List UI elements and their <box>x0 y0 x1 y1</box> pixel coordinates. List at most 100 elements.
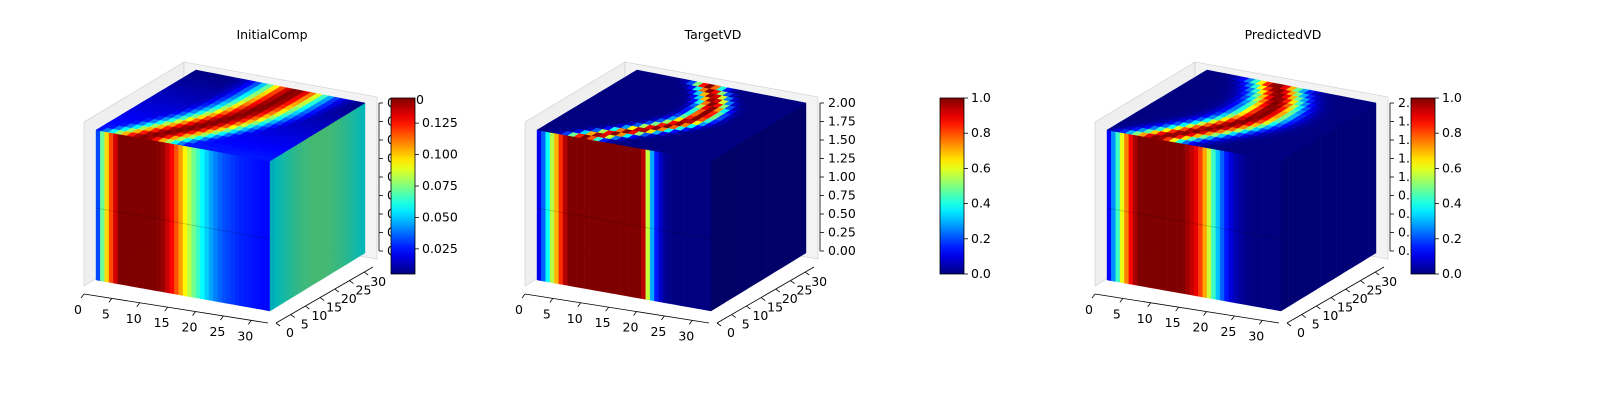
colorbar-tick-label: 0.100 <box>422 147 458 162</box>
panel-title: PredictedVD <box>1245 27 1322 42</box>
y-tick <box>804 271 810 276</box>
right-face-strip <box>1344 119 1349 273</box>
y-tick <box>334 288 340 293</box>
top-face-cell <box>1364 101 1377 107</box>
colorbar-tick-label: 0.0 <box>1442 266 1462 281</box>
y-tick-label: 15 <box>1337 300 1353 315</box>
front-face-strip <box>1228 151 1234 303</box>
z-tick-label: 1.75 <box>828 114 856 129</box>
front-face-strip <box>676 154 681 306</box>
right-face-strip <box>349 109 354 264</box>
z-tick-label: 0.50 <box>828 206 856 221</box>
front-face-strip <box>213 150 219 302</box>
colorbar-tick-label: 0.4 <box>971 196 991 211</box>
right-face-strip <box>786 112 791 266</box>
y-tick-label: 25 <box>1367 283 1383 298</box>
right-face-strip <box>742 138 747 293</box>
x-tick <box>247 320 252 325</box>
front-face-strip <box>1154 138 1160 290</box>
right-face-strip <box>782 114 787 268</box>
right-face-strip <box>345 112 350 266</box>
right-face-strip <box>1336 124 1341 278</box>
y-tick-label: 0 <box>286 325 294 340</box>
x-tick <box>605 306 609 312</box>
front-face-strip <box>602 141 607 293</box>
right-face-strip <box>301 138 306 293</box>
z-tick-label: 0.75 <box>828 188 856 203</box>
front-face-strip <box>1193 145 1199 297</box>
x-tick <box>108 298 113 303</box>
front-face-strip <box>1215 149 1221 301</box>
front-face-strip <box>178 144 184 296</box>
front-face-strip <box>671 153 677 306</box>
right-face-strip <box>726 148 731 302</box>
y-tick-label: 15 <box>326 300 342 315</box>
right-face-strip <box>762 126 767 280</box>
x-tick <box>521 293 526 299</box>
y-axis-line <box>716 266 815 324</box>
front-face-strip <box>165 142 171 294</box>
y-tick <box>1286 322 1292 327</box>
panel-initialcomp: InitialComp 0510152025300510152025300000… <box>74 27 458 343</box>
front-face-strip <box>169 142 175 295</box>
right-face-strip <box>329 121 334 276</box>
front-face-strip <box>1124 132 1130 285</box>
x-tick-label: 15 <box>1165 315 1181 330</box>
x-tick <box>164 306 168 312</box>
y-tick-label: 25 <box>797 283 813 298</box>
x-tick-label: 20 <box>1193 320 1209 335</box>
front-face-strip <box>1259 156 1264 309</box>
front-face-strip <box>248 156 253 309</box>
front-face-strip <box>121 134 127 286</box>
front-face-strip <box>195 147 201 299</box>
front-face-strip <box>589 139 594 291</box>
front-face-strip <box>536 129 542 282</box>
front-face-strip <box>1150 137 1156 289</box>
front-face-strip <box>562 134 568 286</box>
front-face-strip <box>706 159 712 312</box>
y-tick <box>1374 271 1380 276</box>
front-face-strip <box>1267 158 1273 310</box>
front-face-strip <box>1163 139 1169 292</box>
right-face-strip <box>305 136 310 290</box>
panel-title: TargetVD <box>684 27 742 42</box>
front-face-strip <box>187 146 192 298</box>
front-face-strip <box>697 158 703 310</box>
x-tick-label: 10 <box>567 311 583 326</box>
front-face-strip <box>628 146 633 298</box>
x-tick <box>1231 315 1235 321</box>
front-face-strip <box>541 130 546 282</box>
front-face-strip <box>1189 144 1195 296</box>
x-tick-label: 20 <box>182 320 198 335</box>
x-tick-label: 10 <box>1137 311 1153 326</box>
x-tick-label: 5 <box>102 306 110 321</box>
colorbar <box>390 97 416 275</box>
colorbar-tick-label: 0.6 <box>971 160 991 175</box>
front-face-strip <box>1111 130 1116 282</box>
x-tick <box>192 311 196 316</box>
x-tick-label: 0 <box>74 302 82 317</box>
x-tick <box>1175 306 1179 312</box>
front-face-strip <box>623 145 629 297</box>
panel-title: InitialComp <box>236 27 307 42</box>
front-face-strip <box>143 138 149 290</box>
z-tick-label: 0.25 <box>828 225 856 240</box>
front-face-strip <box>1276 159 1282 312</box>
y-tick <box>1345 288 1351 293</box>
front-face-strip <box>667 153 673 305</box>
front-face-strip <box>1128 133 1134 285</box>
right-face-strip <box>313 131 318 285</box>
right-face-strip <box>289 146 294 300</box>
front-face-strip <box>134 136 140 289</box>
front-face-strip <box>1172 141 1177 293</box>
front-face-strip <box>1180 142 1186 295</box>
x-tick-label: 25 <box>1220 324 1236 339</box>
x-tick-label: 0 <box>1085 302 1093 317</box>
front-face-strip <box>1206 147 1212 299</box>
y-tick-label: 15 <box>767 300 783 315</box>
colorbar-tick-label: 0.2 <box>1442 231 1462 246</box>
colorbar <box>1410 97 1436 275</box>
right-face-strip <box>766 124 771 278</box>
front-face-strip <box>1137 135 1143 287</box>
front-face-strip <box>1119 132 1125 284</box>
